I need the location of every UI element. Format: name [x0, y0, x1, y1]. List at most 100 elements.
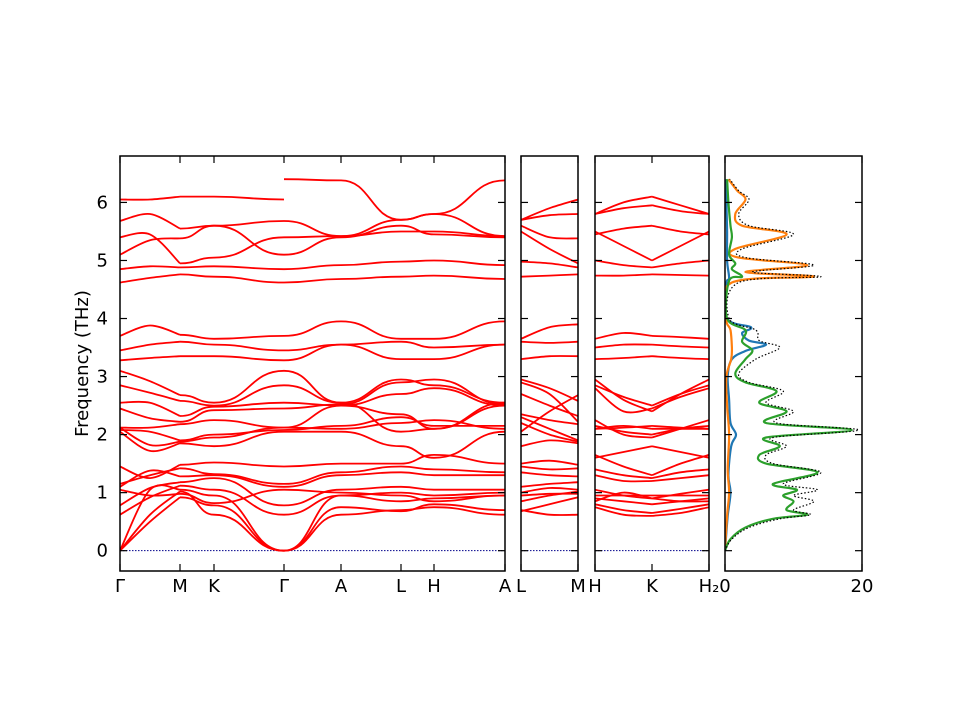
band-line-p0-s0-b10 — [120, 426, 181, 447]
band-line-p0-s0-b18 — [120, 340, 181, 352]
band-line-p0-s5-b16 — [400, 427, 435, 433]
band-line-p0-s1-b7 — [179, 467, 215, 475]
band-line-p0-s1-b19 — [179, 333, 215, 340]
x-tick-label-0-7: A — [499, 576, 512, 597]
band-line-p0-s5-b8 — [400, 454, 435, 465]
band-line-p0-s4-b5 — [340, 491, 402, 497]
band-line-p2-s1-b15 — [651, 384, 709, 407]
band-line-p0-s4-b2 — [340, 494, 402, 503]
band-line-p0-s3-b5 — [283, 488, 342, 494]
band-line-p2-s1-b1 — [651, 503, 709, 514]
band-line-p1-s0-b5 — [521, 492, 578, 497]
dos-series-2 — [725, 179, 853, 552]
band-line-p0-s6-b3 — [433, 491, 505, 497]
band-line-p2-s1-b23 — [651, 230, 709, 262]
dos-series-1 — [725, 178, 816, 551]
band-line-p2-s1-b19 — [651, 335, 709, 340]
band-line-p0-s6-b20 — [433, 274, 505, 280]
band-line-p2-s1-b7 — [651, 468, 709, 479]
band-line-p2-s1-b13 — [651, 378, 709, 413]
band-line-p0-s1-b14 — [179, 405, 215, 417]
band-line-p0-s3-b11 — [283, 425, 342, 431]
band-line-p0-s4-b7 — [340, 465, 402, 474]
band-line-p2-s0-b21 — [595, 259, 653, 269]
band-line-p0-s2-b2 — [213, 494, 285, 552]
band-line-p0-s1-b6 — [179, 474, 215, 478]
band-line-p1-s0-b3 — [521, 487, 578, 494]
y-tick-label: 3 — [97, 367, 108, 388]
band-line-p1-s0-b11 — [521, 416, 578, 442]
x-tick-label-0-3: Γ — [279, 576, 289, 597]
band-line-p0-s1-b13 — [179, 409, 215, 423]
band-line-p2-s0-b17 — [595, 355, 653, 360]
dos-series-0 — [725, 179, 768, 551]
band-line-p0-s1-b1 — [179, 496, 215, 507]
band-line-p0-s4-b9 — [340, 430, 402, 448]
band-line-p2-s0-b20 — [595, 273, 653, 277]
band-line-p0-s4-b11 — [340, 416, 402, 427]
band-line-p0-s0-b11 — [120, 429, 181, 442]
band-line-p0-s2-b25 — [213, 195, 285, 201]
band-line-p1-s0-b25 — [521, 198, 578, 221]
band-line-p0-s4-b18 — [340, 340, 402, 346]
band-line-p2-s1-b21 — [651, 259, 709, 269]
band-line-p0-s3-b19 — [283, 320, 342, 337]
y-tick-label: 4 — [97, 309, 108, 330]
band-line-p0-s4-b17 — [340, 343, 402, 360]
y-axis-title: Frequency (THz) — [72, 290, 93, 437]
band-line-p0-s0-b4 — [120, 481, 181, 507]
band-line-p0-s2-b11 — [213, 429, 285, 436]
band-line-p0-s5-b15 — [400, 378, 435, 387]
band-line-p0-s3-b14 — [283, 401, 342, 407]
band-line-p0-s3-b24 — [283, 220, 342, 237]
band-line-p0-s2-b5 — [213, 488, 285, 504]
band-line-p2-s0-b24 — [595, 195, 653, 215]
band-line-p0-s2-b20 — [213, 275, 285, 284]
band-line-p0-s2-b4 — [213, 477, 285, 507]
band-line-p0-s1-b5 — [179, 492, 215, 504]
band-line-p0-s2-b15 — [213, 384, 285, 407]
band-line-p2-s0-b18 — [595, 343, 653, 349]
band-line-p0-s2-b24 — [213, 220, 285, 227]
band-line-p0-s3-b0 — [283, 513, 342, 552]
band-line-p2-s0-b25 — [595, 204, 653, 215]
band-line-p0-s4-b15 — [340, 378, 402, 404]
x-tick-label-2-0: H — [588, 576, 602, 597]
band-line-p0-s1-b2 — [179, 488, 215, 497]
band-line-p2-s1-b18 — [651, 343, 709, 349]
band-line-p0-s5-b20 — [400, 274, 435, 278]
band-line-p2-s1-b5 — [651, 497, 709, 503]
band-line-p2-s1-b14 — [651, 387, 709, 410]
band-line-p0-s6-b21 — [433, 259, 505, 266]
band-line-p2-s0-b2 — [595, 497, 653, 506]
band-line-p0-s3-b2 — [283, 494, 342, 552]
band-line-p2-s1-b4 — [651, 488, 709, 500]
band-line-p0-s6-b1 — [433, 503, 505, 511]
band-line-p0-s0-b14 — [120, 400, 181, 417]
band-line-p2-s1-b24 — [651, 195, 709, 215]
x-tick-label-2-1: K — [646, 576, 659, 597]
y-tick-label: 5 — [97, 250, 108, 271]
band-line-p0-s1-b15 — [179, 400, 215, 407]
band-line-p0-s0-b17 — [120, 355, 181, 362]
band-line-p0-s6-b0 — [433, 506, 505, 516]
bands-panel-0 — [120, 178, 505, 552]
band-line-p0-s4-b12 — [340, 404, 402, 416]
band-line-p0-s1-b0 — [179, 490, 215, 516]
band-line-p0-s0-b22 — [120, 237, 181, 256]
band-line-p2-s1-b20 — [651, 273, 709, 277]
band-line-p0-s0-b25 — [120, 195, 181, 201]
band-line-p1-s0-b18 — [521, 340, 578, 344]
dos-series-3 — [725, 178, 860, 552]
x-tick-label-0-5: L — [396, 576, 406, 597]
band-line-p0-s5-b6 — [400, 471, 435, 477]
band-line-p0-s4-b24 — [340, 218, 402, 237]
band-line-p0-s2-b22 — [213, 224, 285, 256]
band-line-p0-s4-b16 — [340, 401, 402, 433]
band-line-p0-s2-b19 — [213, 335, 285, 340]
band-line-p1-s0-b8 — [521, 459, 578, 466]
band-line-p0-s5-b1 — [400, 503, 435, 513]
panel-frame-0 — [119, 155, 506, 572]
band-line-p2-s0-b22 — [595, 224, 653, 236]
